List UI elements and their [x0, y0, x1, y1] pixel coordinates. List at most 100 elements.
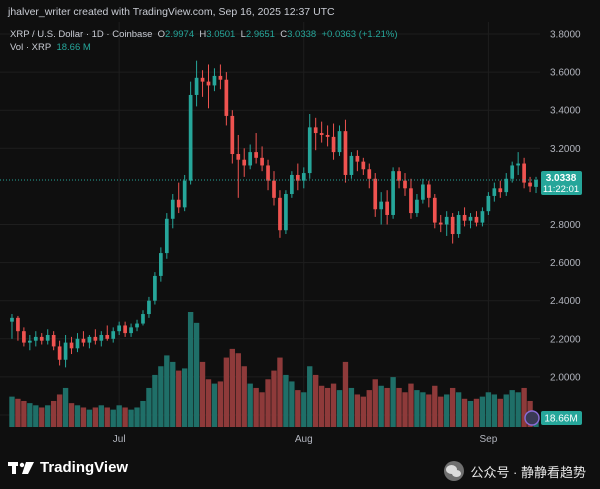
candle-body — [438, 222, 443, 225]
volume-bar — [360, 396, 367, 427]
candle-body — [182, 180, 187, 208]
volume-bar — [33, 405, 39, 427]
volume-bar — [21, 400, 27, 427]
volume-bar — [247, 383, 253, 427]
volume-bar — [9, 396, 15, 427]
candle-body — [230, 115, 235, 155]
volume-bar — [253, 387, 259, 427]
candle-body — [337, 131, 342, 153]
candle-body — [349, 155, 354, 175]
candle-body — [480, 211, 485, 223]
volume-bar — [140, 400, 146, 427]
volume-bar — [277, 357, 283, 427]
candle-body — [468, 216, 473, 221]
price-tick-label: 3.2000 — [550, 144, 581, 155]
legend-c-label: C — [280, 29, 288, 40]
volume-bar — [521, 387, 527, 427]
price-tick-label: 2.2000 — [550, 334, 581, 345]
volume-bar — [176, 370, 182, 427]
candle-body — [129, 327, 133, 334]
candle-body — [272, 180, 276, 198]
candle-body — [403, 180, 407, 189]
volume-bar — [283, 374, 289, 427]
volume-bar — [336, 390, 343, 427]
candle-body — [123, 325, 127, 334]
time-tick-label: Jul — [113, 434, 126, 445]
volume-bar — [199, 361, 206, 427]
volume-bar — [414, 390, 420, 427]
volume-bar — [122, 407, 128, 427]
volume-bar — [211, 383, 218, 427]
volume-bar — [485, 392, 492, 427]
candle-body — [343, 131, 348, 175]
legend-h-label: H — [199, 29, 207, 40]
candles — [0, 60, 540, 368]
volume-bar — [390, 377, 396, 427]
legend-c-value: 3.0338 — [287, 29, 317, 40]
candle-body — [254, 152, 258, 158]
candle-body — [99, 334, 104, 341]
price-tick-label: 2.0000 — [550, 372, 581, 383]
chart-canvas[interactable]: 3.8000 3.6000 3.4000 3.2000 2.8000 2.6000 2.40… — [0, 22, 600, 452]
footer-bar: TradingView 公众号 · 静静看趋势 — [0, 452, 600, 489]
chart-attribution: jhalver_writer created with TradingView.… — [8, 6, 335, 18]
candle-body — [456, 214, 461, 235]
candle-body — [379, 201, 384, 210]
tradingview-logo[interactable]: TradingView — [8, 459, 128, 476]
volume-bar — [74, 405, 81, 427]
candle-body — [266, 165, 270, 181]
volume-bar — [378, 385, 384, 427]
volume-bar — [223, 357, 230, 427]
candle-body — [111, 331, 116, 339]
wechat-icon — [444, 461, 465, 481]
candle-body — [194, 77, 199, 95]
candle-body — [164, 218, 169, 254]
volume-bar — [15, 398, 21, 427]
candle-body — [301, 173, 306, 181]
volume-bar — [187, 312, 194, 427]
price-tick-label: 2.6000 — [550, 258, 581, 269]
volume-bar — [348, 387, 355, 427]
legend-l-value: 2.9651 — [245, 29, 275, 40]
volume-bar — [170, 361, 176, 427]
candle-body — [492, 188, 497, 196]
candle-body — [462, 214, 467, 221]
volume-bar — [241, 366, 247, 427]
settings-icon[interactable] — [524, 410, 540, 426]
candle-body — [45, 334, 50, 341]
price-tick-label: 3.6000 — [550, 68, 581, 79]
volume-bar — [426, 394, 432, 427]
volume-bar — [289, 381, 295, 427]
candle-body — [27, 340, 32, 343]
candle-body — [141, 314, 145, 324]
tradingview-brand: TradingView — [40, 459, 129, 476]
candle-body — [63, 342, 68, 360]
candle-body — [135, 323, 139, 328]
volume-bar — [467, 400, 474, 427]
volume-bar — [181, 368, 188, 427]
candlestick-chart[interactable]: 3.8000 3.6000 3.4000 3.2000 2.8000 2.6000 2.40… — [0, 22, 600, 452]
candle-body — [319, 133, 324, 135]
candle-body — [236, 154, 241, 160]
volume-bar — [384, 387, 390, 427]
last-price-tag — [541, 170, 582, 195]
volume-bar — [295, 390, 301, 427]
candle-body — [22, 331, 26, 343]
candle-body — [486, 195, 491, 212]
volume-bar — [259, 392, 265, 427]
candle-body — [170, 199, 175, 219]
volume-bar — [164, 355, 170, 427]
candle-body — [510, 165, 515, 179]
price-tick-label: 2.4000 — [550, 296, 581, 307]
volume-bar — [146, 387, 152, 427]
volume-bar — [235, 353, 241, 427]
candle-body — [200, 77, 205, 82]
candle-body — [391, 171, 395, 215]
volume-bar — [229, 348, 235, 427]
candle-body — [176, 199, 181, 208]
candle-body — [218, 75, 223, 80]
candle-body — [75, 338, 80, 349]
candle-body — [117, 325, 122, 332]
wechat-watermark: 公众号 · 静静看趋势 — [444, 461, 586, 481]
volume-bar — [432, 385, 438, 427]
